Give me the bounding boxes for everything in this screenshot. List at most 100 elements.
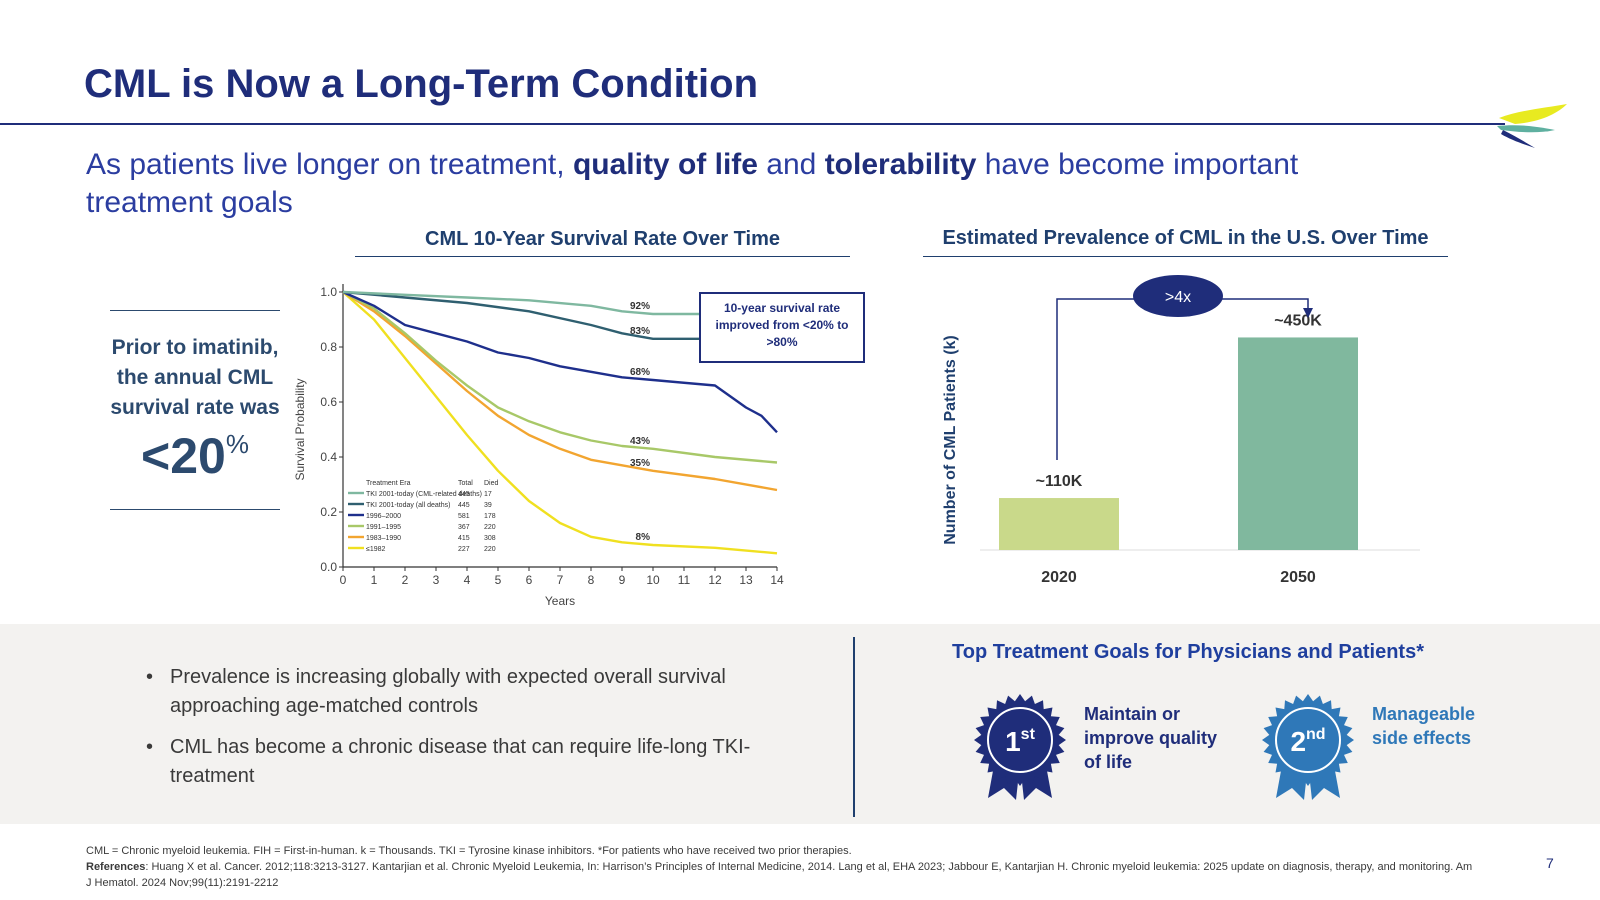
series-end-label: 83% xyxy=(630,326,650,337)
prior-imatinib-panel: Prior to imatinib, the annual CML surviv… xyxy=(110,310,280,510)
references-label: References xyxy=(86,861,146,873)
legend-total: 445 xyxy=(458,502,470,509)
prevalence-chart-title-rule xyxy=(923,256,1448,257)
y-axis-label: Number of CML Patients (k) xyxy=(942,335,959,545)
prevalence-bar xyxy=(999,498,1119,550)
series-end-label: 68% xyxy=(630,367,650,378)
y-tick-label: 0.6 xyxy=(320,395,337,409)
list-item: • Prevalence is increasing globally with … xyxy=(142,663,782,721)
subtitle-emphasis-quality: quality of life xyxy=(572,148,758,181)
x-tick-label: 1 xyxy=(371,573,378,587)
title-divider xyxy=(0,123,1505,125)
survival-series-line xyxy=(342,290,777,340)
references-text: References: Huang X et al. Cancer. 2012;… xyxy=(86,859,1476,891)
legend-era: 1996–2000 xyxy=(366,513,401,520)
x-tick-label: 14 xyxy=(770,573,784,587)
second-place-badge-icon: 2nd xyxy=(1262,694,1354,800)
series-end-label: 35% xyxy=(630,458,650,469)
legend-died: 220 xyxy=(484,546,496,553)
x-tick-label: 0 xyxy=(340,573,347,587)
survival-chart-title-rule xyxy=(355,256,850,257)
legend-died: 17 xyxy=(484,491,492,498)
series-end-label: 43% xyxy=(630,436,650,447)
x-tick-label: 2 xyxy=(402,573,409,587)
legend-died: 39 xyxy=(484,502,492,509)
x-tick-label: 4 xyxy=(464,573,471,587)
badge-rank-second: 2nd xyxy=(1290,726,1325,757)
legend-total: 227 xyxy=(458,546,470,553)
goal-first-label: Maintain or improve quality of life xyxy=(1084,704,1218,772)
legend-total: 415 xyxy=(458,535,470,542)
x-tick-label: 10 xyxy=(646,573,660,587)
legend-era: 1983–1990 xyxy=(366,535,401,542)
legend-header: Total xyxy=(458,480,473,487)
survival-series-line xyxy=(342,291,778,555)
key-points-list: • Prevalence is increasing globally with … xyxy=(142,663,782,803)
treatment-goals-title: Top Treatment Goals for Physicians and P… xyxy=(952,641,1424,663)
legend-total: 445 xyxy=(458,491,470,498)
bar-data-label: ~450K xyxy=(1274,312,1322,329)
company-logo xyxy=(1497,104,1567,148)
x-tick-label: 12 xyxy=(708,573,722,587)
survival-series-line xyxy=(342,290,778,492)
survival-series-line xyxy=(342,290,778,464)
subtitle-text-2: and xyxy=(757,148,825,181)
prevalence-bar-chart: Number of CML Patients (k) ~110K 2020 ~450K… xyxy=(942,275,1420,586)
survival-chart-title: CML 10-Year Survival Rate Over Time xyxy=(425,228,780,250)
survival-improvement-callout: 10-year survival rate improved from <20%… xyxy=(699,292,865,363)
x-axis-label: Years xyxy=(545,594,575,608)
legend-era: TKI 2001-today (CML-related deaths) xyxy=(366,491,482,498)
survival-series-line xyxy=(342,290,778,434)
legend-era: 1991–1995 xyxy=(366,524,401,531)
survival-value-number: <20 xyxy=(141,428,226,484)
bullet-dot: • xyxy=(146,736,154,758)
y-tick-label: 0.0 xyxy=(320,560,337,574)
x-tick-label: 7 xyxy=(557,573,564,587)
legend-died: 220 xyxy=(484,524,496,531)
x-tick-label: 6 xyxy=(526,573,533,587)
bullet-dot: • xyxy=(146,666,154,688)
legend-total: 581 xyxy=(458,513,470,520)
panel-rule-bottom xyxy=(110,509,280,510)
list-item: • CML has become a chronic disease that c… xyxy=(142,733,782,791)
page-title: CML is Now a Long-Term Condition xyxy=(84,62,759,106)
bottom-divider xyxy=(853,637,855,817)
abbreviations-text: CML = Chronic myeloid leukemia. FIH = Fi… xyxy=(86,845,852,857)
legend-total: 367 xyxy=(458,524,470,531)
prior-survival-value: <20% xyxy=(110,427,280,485)
legend-era: ≤1982 xyxy=(366,546,386,553)
y-tick-label: 0.2 xyxy=(320,505,337,519)
growth-arrow-head xyxy=(1303,308,1313,318)
survival-series-line xyxy=(342,290,777,316)
x-tick-label: 13 xyxy=(739,573,753,587)
y-tick-label: 0.8 xyxy=(320,340,337,354)
page-subtitle: As patients live longer on treatment, qu… xyxy=(86,146,1416,222)
legend-died: 178 xyxy=(484,513,496,520)
y-tick-label: 1.0 xyxy=(320,285,337,299)
legend-era: TKI 2001-today (all deaths) xyxy=(366,502,450,509)
subtitle-text-3: have become important treatment goals xyxy=(86,148,1299,219)
first-place-badge-icon: 1st xyxy=(974,694,1066,800)
footnote: CML = Chronic myeloid leukemia. FIH = Fi… xyxy=(86,843,1476,891)
x-tick-label: 11 xyxy=(678,573,691,587)
legend-header: Treatment Era xyxy=(366,480,411,487)
panel-rule-top xyxy=(110,310,280,311)
prevalence-bar xyxy=(1238,337,1358,550)
bullet-text: Prevalence is increasing globally with e… xyxy=(170,666,726,717)
series-end-label: 92% xyxy=(630,301,650,312)
bar-data-label: ~110K xyxy=(1036,473,1083,490)
references-list: : Huang X et al. Cancer. 2012;118:3213-3… xyxy=(86,861,1473,889)
x-tick-label: 2020 xyxy=(1041,569,1077,586)
legend-header: Died xyxy=(484,480,499,487)
x-tick-label: 3 xyxy=(433,573,440,587)
prevalence-chart-title: Estimated Prevalence of CML in the U.S. … xyxy=(942,227,1429,249)
x-tick-label: 8 xyxy=(588,573,595,587)
x-tick-label: 2050 xyxy=(1280,569,1316,586)
x-tick-label: 5 xyxy=(495,573,502,587)
badge-rank-first: 1st xyxy=(1005,726,1035,757)
page-number: 7 xyxy=(1546,855,1554,871)
goal-second-label: Manageable side effects xyxy=(1372,704,1476,748)
growth-annotation: >4x xyxy=(1165,289,1191,306)
y-tick-label: 0.4 xyxy=(320,450,337,464)
y-axis-label: Survival Probability xyxy=(293,378,307,480)
